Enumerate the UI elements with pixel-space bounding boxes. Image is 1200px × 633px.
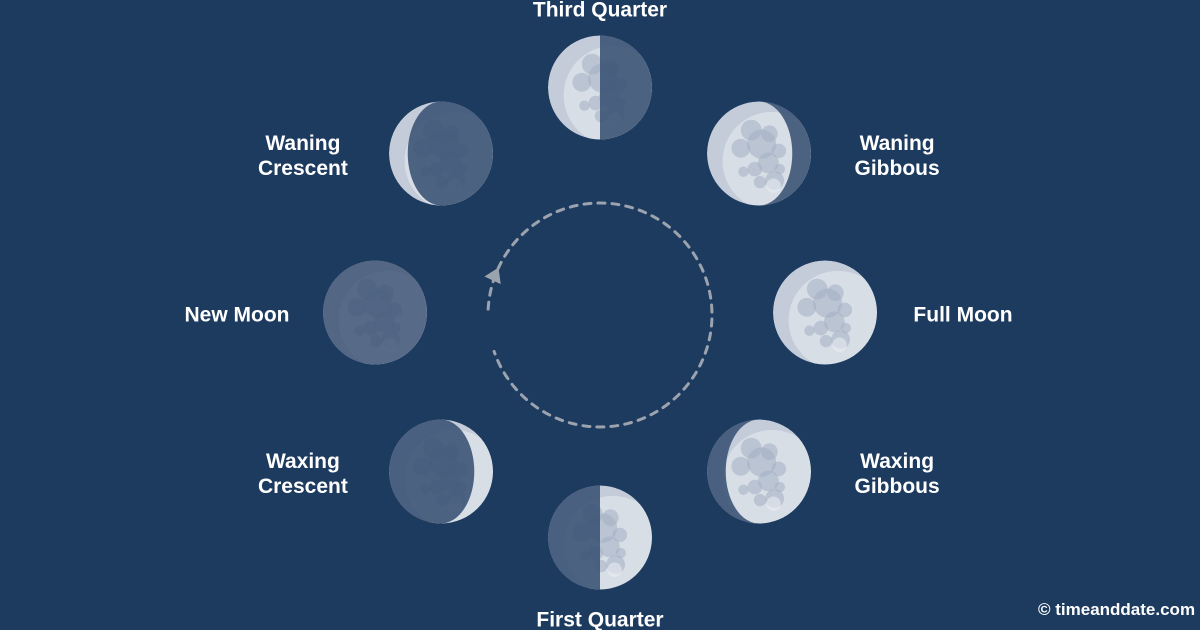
label-first-quarter: First Quarter [536,607,663,632]
moon-first-quarter [546,484,654,597]
cycle-arrow-icon [468,183,732,452]
moon-new-moon [321,259,429,372]
moon-waxing-gibbous [705,418,813,531]
label-new-moon: New Moon [185,302,290,327]
label-waxing-crescent: Waxing Crescent [258,449,348,499]
moon-waning-gibbous [705,99,813,212]
label-full-moon: Full Moon [913,302,1012,327]
label-third-quarter: Third Quarter [533,0,667,23]
label-waxing-gibbous: Waxing Gibbous [855,449,940,499]
moon-waxing-crescent [387,418,495,531]
moon-full-moon [771,259,879,372]
moon-waning-crescent [387,99,495,212]
label-waning-gibbous: Waning Gibbous [855,131,940,181]
moon-third-quarter [546,34,654,147]
label-waning-crescent: Waning Crescent [258,131,348,181]
moon-phases-diagram: New Moon Waxing Crescent First Quarter Waxi… [0,0,1200,630]
credit-text: © timeanddate.com [1038,600,1195,620]
